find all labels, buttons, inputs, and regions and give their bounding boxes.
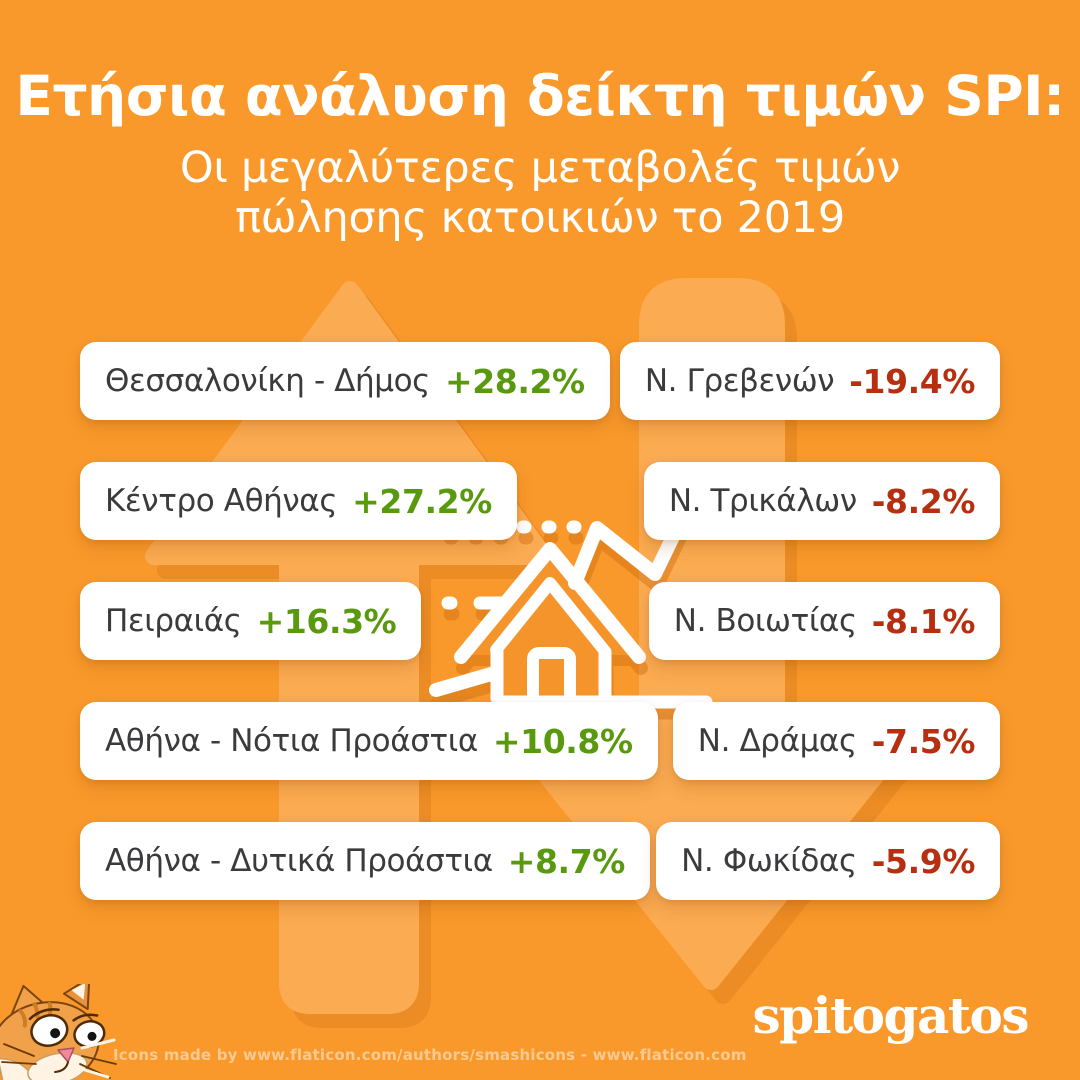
card-value: -8.1% [871, 601, 976, 641]
increase-card: Αθήνα - Δυτικά Προάστια +8.7% [80, 822, 650, 900]
page-title: Ετήσια ανάλυση δείκτη τιμών SPI: [15, 64, 1065, 128]
attribution-text: Icons made by www.flaticon.com/authors/s… [113, 1046, 747, 1064]
decrease-card: Ν. Φωκίδας -5.9% [656, 822, 1000, 900]
card-value: +28.2% [444, 361, 585, 401]
card-value: -19.4% [849, 361, 975, 401]
decrease-column: Ν. Γρεβενών -19.4% Ν. Τρικάλων -8.2% Ν. … [619, 342, 1000, 900]
card-label: Ν. Γρεβενών [644, 363, 835, 399]
card-label: Κέντρο Αθήνας [105, 483, 338, 519]
decrease-card: Ν. Βοιωτίας -8.1% [648, 582, 1000, 660]
card-value: -8.2% [871, 481, 976, 521]
card-value: -5.9% [871, 841, 976, 881]
card-label: Ν. Φωκίδας [681, 843, 857, 879]
header: Ετήσια ανάλυση δείκτη τιμών SPI: Οι μεγα… [0, 62, 1080, 244]
card-label: Αθήνα - Νότια Προάστια [105, 723, 478, 759]
cat-mascot-illustration [0, 984, 117, 1080]
card-label: Ν. Βοιωτίας [673, 603, 857, 639]
card-value: +16.3% [256, 601, 397, 641]
page-subtitle: Οι μεγαλύτερες μεταβολές τιμών πώλησης κ… [179, 142, 901, 244]
increase-card: Πειραιάς +16.3% [80, 582, 422, 660]
card-label: Θεσσαλονίκη - Δήμος [105, 363, 430, 399]
brand-logo: spitogatos [752, 986, 1029, 1045]
card-value: +8.7% [507, 841, 626, 881]
card-label: Αθήνα - Δυτικά Προάστια [105, 843, 493, 879]
card-label: Ν. Τρικάλων [668, 483, 857, 519]
decrease-card: Ν. Γρεβενών -19.4% [619, 342, 1000, 420]
increase-card: Θεσσαλονίκη - Δήμος +28.2% [80, 342, 610, 420]
decrease-card: Ν. Τρικάλων -8.2% [643, 462, 1000, 540]
card-value: -7.5% [871, 721, 976, 761]
card-label: Πειραιάς [105, 603, 242, 639]
increase-card: Κέντρο Αθήνας +27.2% [80, 462, 517, 540]
card-value: +27.2% [352, 481, 492, 521]
card-value: +10.8% [492, 721, 633, 761]
increase-card: Αθήνα - Νότια Προάστια +10.8% [80, 702, 658, 780]
increase-column: Θεσσαλονίκη - Δήμος +28.2% Κέντρο Αθήνας… [80, 342, 658, 900]
decrease-card: Ν. Δράμας -7.5% [672, 702, 1000, 780]
card-label: Ν. Δράμας [697, 723, 857, 759]
